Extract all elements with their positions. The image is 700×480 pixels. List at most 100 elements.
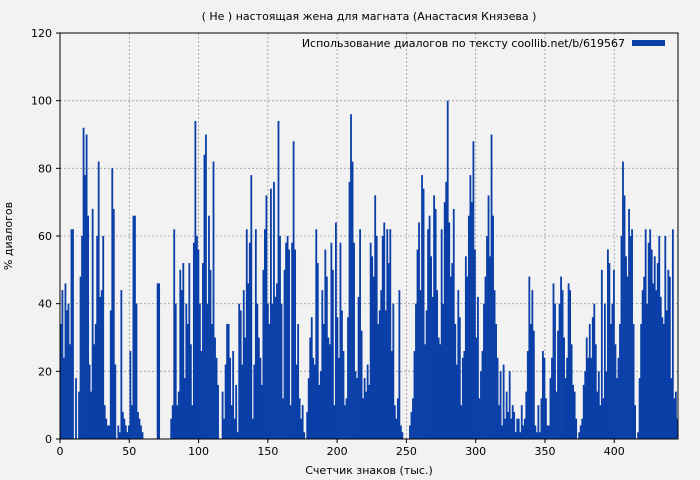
x-tick-label: 200 [327,445,348,458]
bar [650,249,653,439]
bar [629,236,632,439]
bar [542,351,544,439]
bar [641,290,644,439]
bar-series [60,100,679,440]
bar [362,398,365,439]
bar [474,249,476,439]
bar [342,351,345,439]
bar [61,290,64,439]
bar [336,317,339,439]
bar [70,229,73,439]
bar [199,303,201,439]
bar [319,371,322,439]
bar [90,391,93,439]
bar [430,256,433,439]
bar [318,384,321,439]
bar [186,323,189,439]
bar [492,215,494,439]
bar [445,181,448,439]
bar [257,337,260,439]
bar [452,208,455,439]
bar [300,418,303,439]
bar [291,242,293,439]
bar [398,290,401,439]
bar [247,283,250,439]
bar [637,432,640,439]
bar [676,418,679,439]
bar [344,405,346,439]
bar [647,242,650,439]
bar [540,398,543,439]
bar [573,391,576,439]
bar [614,344,617,439]
bar [78,391,80,439]
bar [374,195,377,439]
bar [359,229,361,439]
bar [502,364,505,439]
bar [602,398,605,439]
bar [634,405,636,439]
bar [451,263,454,439]
bar [135,303,138,439]
bar [87,215,90,439]
bar [596,391,599,439]
bar [460,405,463,439]
bar [288,249,290,439]
bar [655,290,658,439]
bar [273,181,275,439]
bar [127,425,130,439]
bar [611,303,614,439]
bar [129,351,132,439]
bar [325,276,328,439]
bar [422,188,425,439]
bar [64,283,67,439]
bar [567,283,570,439]
bar [335,222,337,439]
bar [179,269,182,439]
bar [632,323,635,439]
bar [560,276,562,439]
bar [437,337,440,439]
bar [132,215,135,439]
bar [350,114,352,439]
bar [212,161,215,440]
bar [600,269,603,439]
bar [303,432,306,439]
bar [581,418,584,439]
bar [436,290,439,439]
bar [387,263,390,439]
bar [511,405,514,439]
bar [313,364,316,439]
bar [578,432,581,439]
bar [587,357,590,439]
bar [183,378,186,439]
bar [202,263,204,439]
bar [138,418,141,439]
bar [424,344,426,439]
bar [519,432,522,439]
bar [610,323,612,439]
bar [393,405,396,439]
bar [557,330,559,439]
bar [659,296,662,439]
bar [229,357,232,439]
legend-swatch [632,40,665,46]
bar [103,405,106,439]
bar [112,208,115,439]
bar [616,378,618,439]
bar [354,371,357,439]
bar [454,323,457,439]
bar [366,364,369,439]
x-tick-label: 350 [534,445,555,458]
bar [189,344,192,439]
bar [664,236,667,439]
bar [554,303,556,439]
bar [640,323,643,439]
bar [79,276,82,439]
bar [439,344,442,439]
bar [552,283,555,439]
bar [555,391,558,439]
bar [383,222,386,439]
bar [619,323,621,439]
bar [501,425,504,439]
